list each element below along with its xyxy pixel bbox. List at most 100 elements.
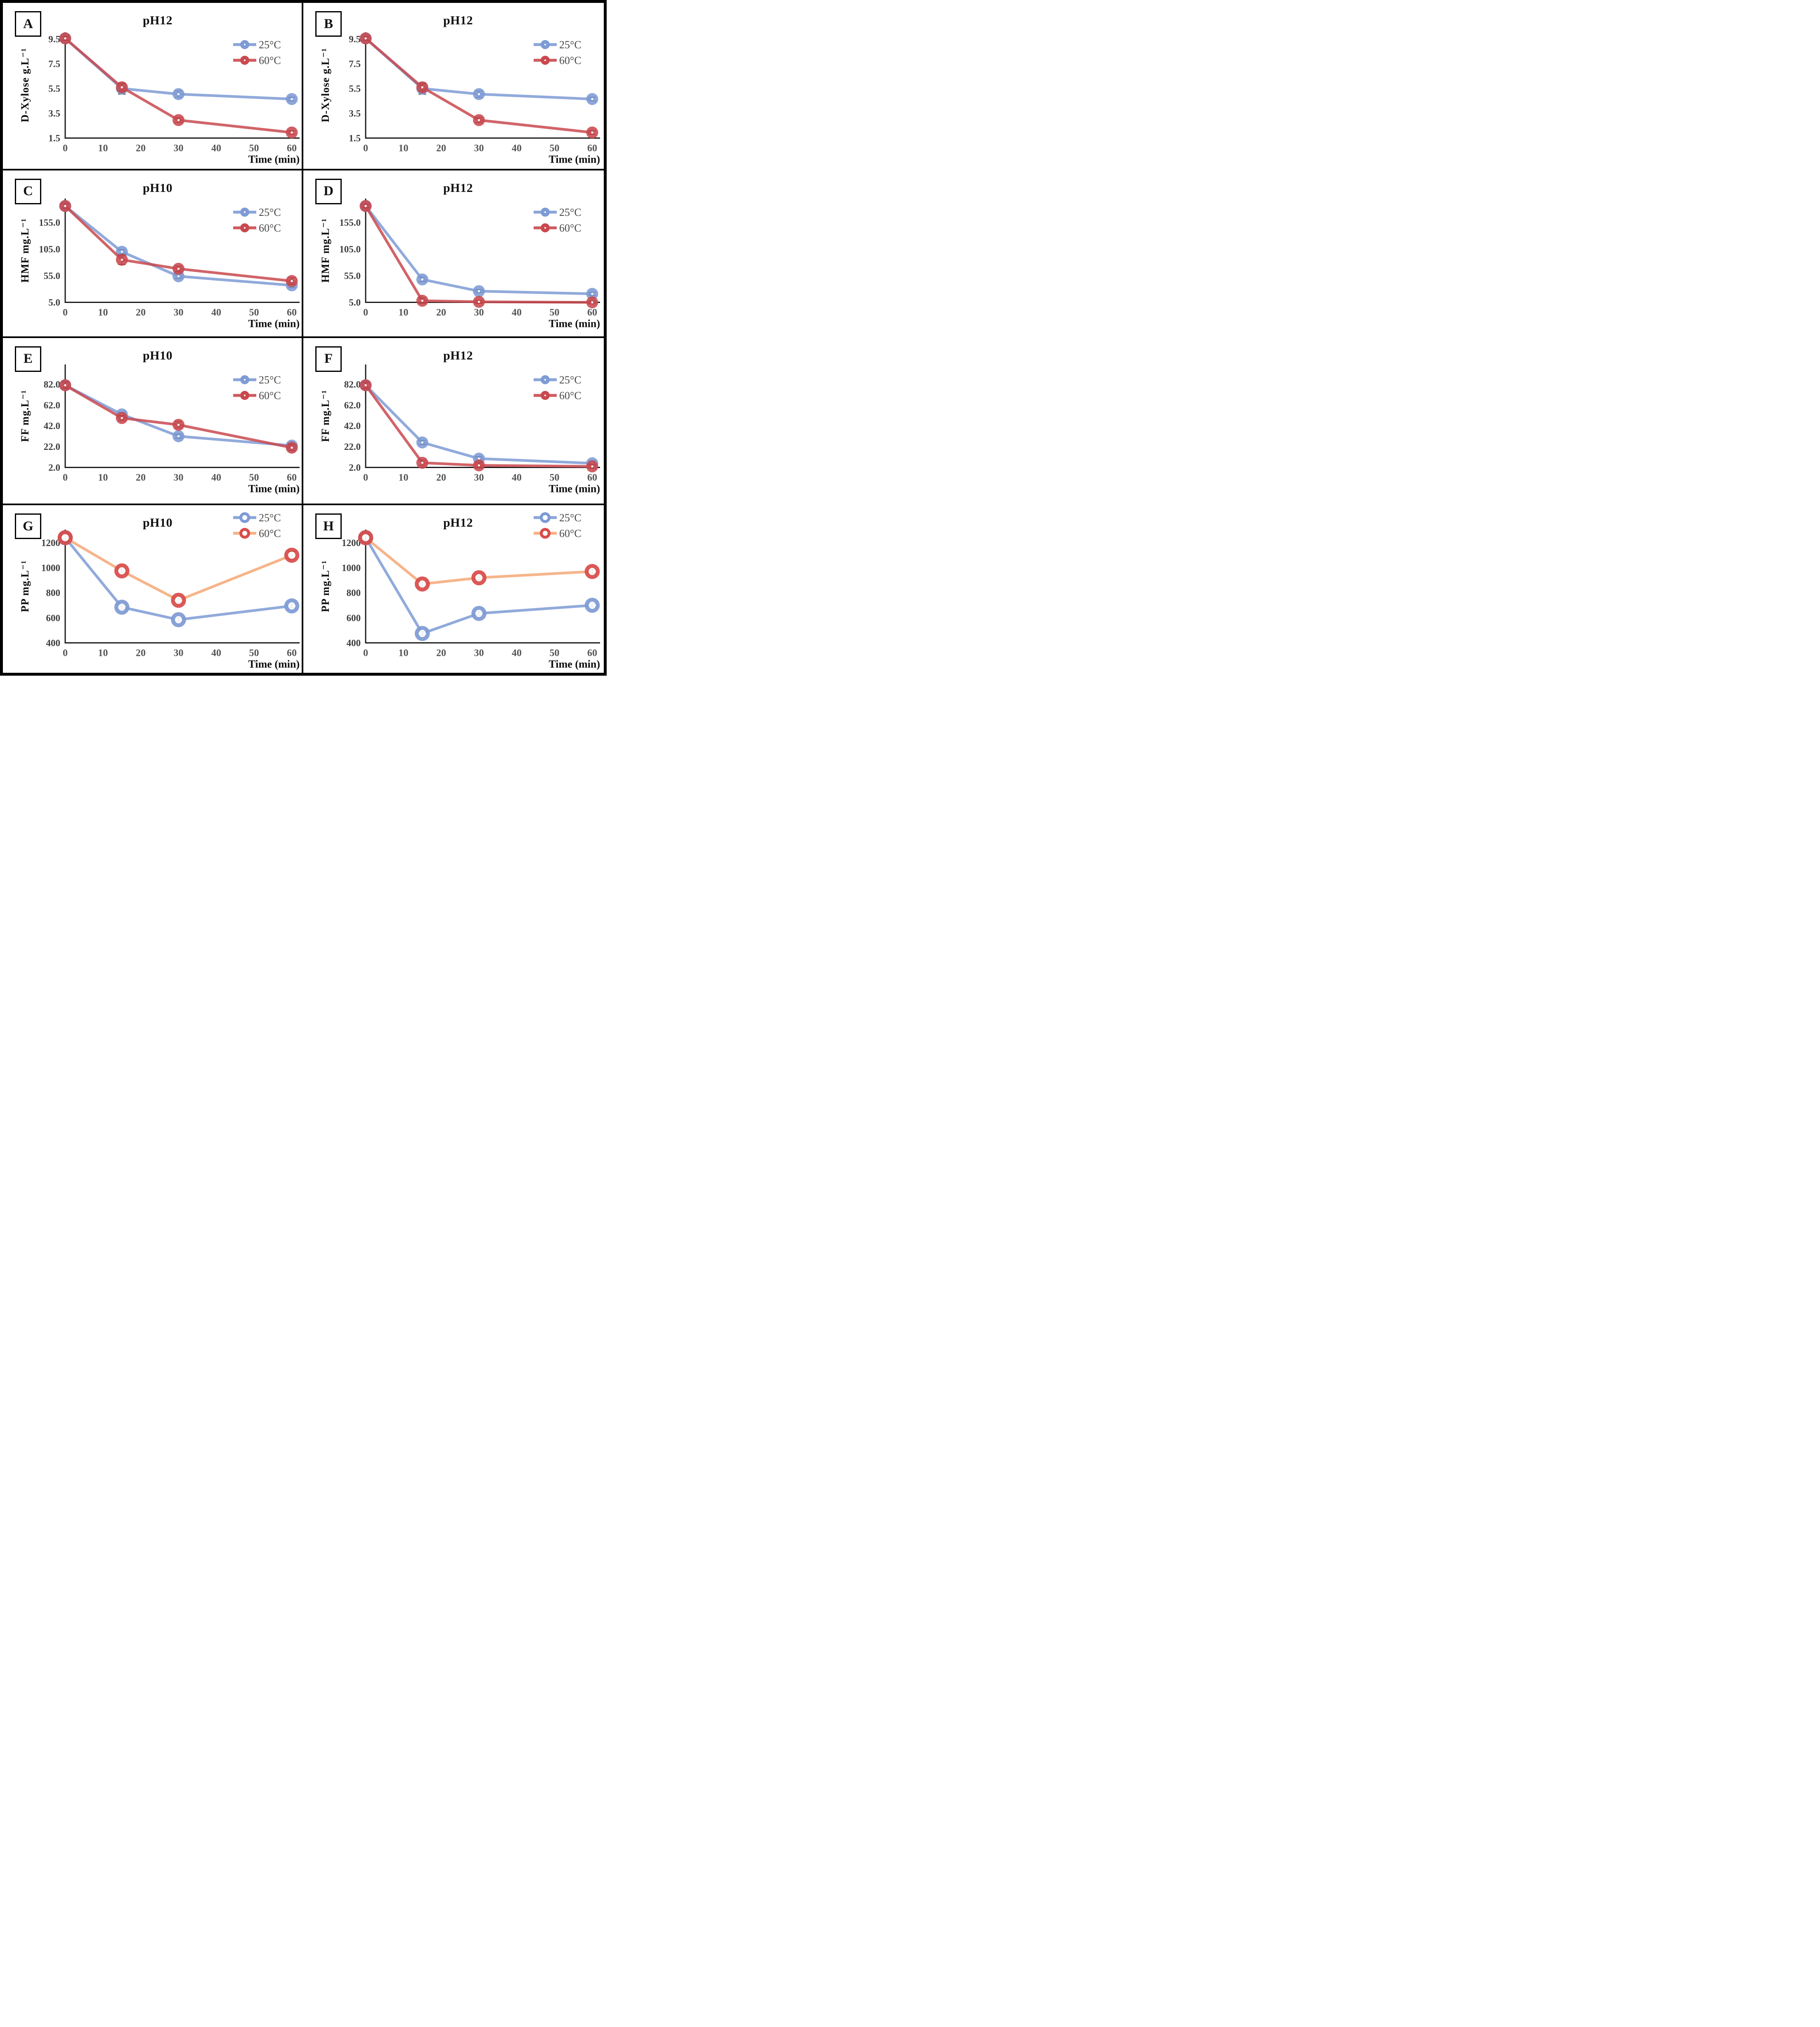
series-60°C — [57, 530, 300, 608]
x-tick-label: 50 — [249, 143, 259, 154]
legend-label: 60°C — [259, 527, 281, 539]
data-point-marker-dot — [591, 293, 593, 295]
y-tick-label: 7.5 — [349, 59, 361, 69]
data-point-marker — [415, 576, 430, 592]
data-point-marker-dot — [477, 290, 480, 292]
x-tick-label: 40 — [211, 307, 221, 318]
panel-label-text: F — [324, 351, 333, 366]
x-tick-label: 0 — [63, 472, 68, 483]
x-tick-label: 10 — [98, 307, 108, 318]
series-60°C — [359, 200, 598, 308]
y-tick-label: 800 — [347, 588, 361, 598]
y-tick-label: 3.5 — [349, 109, 361, 119]
panel-label-text: C — [23, 184, 33, 199]
y-tick-label: 155.0 — [39, 218, 60, 228]
y-tick-label: 62.0 — [344, 400, 361, 410]
x-axis-label: Time (min) — [248, 483, 300, 494]
data-point-marker — [57, 530, 73, 546]
y-tick-label: 82.0 — [44, 379, 60, 389]
data-point-marker — [358, 530, 373, 546]
y-tick-label: 1200 — [342, 538, 361, 548]
x-tick-label: 20 — [136, 307, 146, 318]
x-tick-label: 10 — [399, 307, 409, 318]
legend-marker — [540, 512, 551, 523]
x-tick-label: 40 — [211, 143, 221, 154]
legend-label: 25°C — [559, 206, 581, 218]
legend-label: 60°C — [259, 54, 281, 66]
legend-marker-dot — [244, 227, 246, 229]
y-tick-label: 55.0 — [344, 271, 361, 281]
data-point-marker-dot — [421, 461, 423, 464]
chart-A: 1.5 3.5 5.5 7.5 9.5 0 10 20 30 40 50 60 D-Xylose g.L… — [19, 32, 300, 166]
data-point-marker-dot — [477, 464, 480, 466]
x-tick-label: 20 — [436, 307, 446, 318]
legend-label: 60°C — [259, 222, 281, 234]
series-line — [364, 536, 594, 586]
y-axis-label: HMF mg.L⁻¹ — [319, 218, 331, 282]
legend-label: 25°C — [259, 512, 281, 524]
panel-label-text: A — [23, 16, 33, 31]
panel-label-E: E — [15, 346, 41, 372]
data-point-marker-dot — [421, 278, 423, 281]
data-point-marker-dot — [64, 37, 66, 40]
y-tick-label: 22.0 — [344, 442, 361, 452]
legend-label: 25°C — [559, 512, 581, 524]
legend-label: 25°C — [259, 374, 281, 386]
x-tick-label: 0 — [363, 472, 368, 483]
series-60°C — [359, 32, 598, 139]
x-tick-label: 60 — [287, 648, 297, 659]
x-tick-label: 50 — [249, 472, 259, 483]
series-25°C — [358, 530, 600, 641]
data-point-marker-dot — [477, 119, 480, 121]
panel-label-text: B — [324, 16, 333, 31]
x-axis-label: Time (min) — [248, 658, 300, 670]
x-tick-label: 10 — [98, 648, 108, 659]
axes — [64, 198, 300, 303]
y-axis-label: PP mg.L⁻¹ — [319, 561, 331, 613]
data-point-marker-dot — [364, 37, 367, 40]
data-point-marker-dot — [291, 98, 293, 100]
data-point-marker-dot — [291, 280, 293, 282]
chart-C: 5.0 55.0 105.0 155.0 0 10 20 30 40 50 60 HMF mg.L⁻¹… — [19, 198, 300, 329]
panel-label-F: F — [315, 346, 342, 372]
x-tick-label: 10 — [98, 472, 108, 483]
x-axis-label: Time (min) — [549, 154, 600, 166]
data-point-marker-dot — [177, 119, 180, 121]
data-point-marker-dot — [591, 98, 593, 100]
x-tick-label: 40 — [211, 648, 221, 659]
legend-marker-dot — [544, 59, 546, 61]
x-tick-label: 50 — [550, 307, 560, 318]
legend-marker-dot — [544, 378, 546, 381]
legend: 25°C 60°C — [233, 374, 281, 402]
x-tick-label: 20 — [436, 143, 446, 154]
y-axis-label: HMF mg.L⁻¹ — [19, 218, 31, 282]
legend-label: 60°C — [559, 222, 581, 234]
data-point-marker-dot — [421, 299, 423, 302]
y-axis-label: FF mg.L⁻¹ — [19, 390, 31, 442]
data-point-marker-dot — [121, 416, 123, 419]
x-tick-label: 30 — [474, 143, 484, 154]
panel-F: F pH12 2.0 22.0 42.0 62.0 82.0 0 10 20 30 40 50 60 F… — [303, 338, 604, 506]
data-point-marker — [171, 612, 186, 627]
series-line — [364, 204, 594, 295]
chart-title-E: pH10 — [142, 348, 173, 362]
x-tick-label: 10 — [98, 143, 108, 154]
x-tick-label: 50 — [249, 648, 259, 659]
legend-marker-dot — [544, 44, 546, 45]
x-tick-label: 0 — [363, 143, 368, 154]
panel-G: G pH10 400 600 800 1000 1200 0 10 20 30 40 50 60 PP … — [3, 505, 303, 673]
series-60°C — [358, 530, 600, 592]
series-25°C — [57, 530, 300, 627]
y-tick-label: 82.0 — [344, 379, 361, 389]
y-tick-label: 5.5 — [48, 84, 60, 94]
legend: 25°C 60°C — [233, 206, 281, 234]
legend-label: 25°C — [559, 374, 581, 386]
x-tick-label: 20 — [436, 648, 446, 659]
x-axis-label: Time (min) — [549, 483, 600, 494]
data-point-marker-dot — [591, 465, 593, 468]
panel-label-A: A — [15, 11, 41, 37]
series-60°C — [59, 32, 298, 139]
data-point-marker — [114, 563, 130, 579]
x-tick-label: 20 — [136, 472, 146, 483]
series-60°C — [59, 200, 298, 287]
